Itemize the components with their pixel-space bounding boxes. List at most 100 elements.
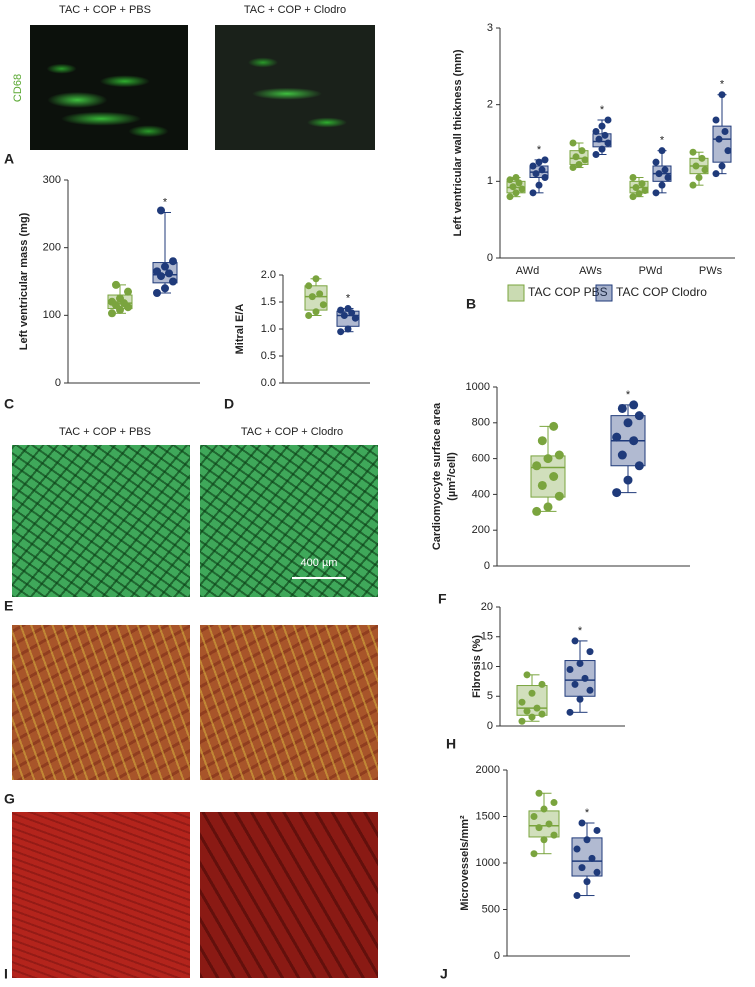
significance-label: * — [720, 79, 725, 91]
y-tick-label: 1 — [487, 175, 493, 187]
data-point — [623, 475, 633, 485]
y-tick-label: 15 — [481, 631, 493, 643]
data-point — [652, 158, 660, 166]
data-point — [351, 314, 359, 322]
data-point — [634, 461, 644, 471]
data-point — [571, 680, 579, 688]
y-tick-label: 300 — [43, 174, 61, 186]
data-point — [695, 174, 703, 181]
data-point — [337, 328, 345, 336]
data-point — [578, 864, 586, 872]
data-point — [541, 174, 549, 181]
data-point — [535, 181, 543, 189]
data-point — [629, 436, 639, 446]
data-point — [604, 139, 612, 147]
y-axis-label: Cardiomyocyte surface area — [431, 402, 443, 550]
panel-letter: F — [438, 591, 447, 607]
data-point — [701, 166, 709, 174]
data-point — [540, 836, 548, 844]
data-point — [169, 257, 177, 266]
data-point — [124, 287, 132, 296]
data-point — [601, 131, 609, 139]
image-title: TAC + COP + Clodro — [244, 4, 346, 16]
panel-letter: A — [4, 151, 14, 167]
y-tick-label: 0.0 — [261, 377, 276, 389]
data-point — [573, 845, 581, 853]
data-point — [664, 174, 672, 181]
data-point — [623, 418, 633, 428]
y-tick-label: 0 — [487, 720, 493, 732]
data-point — [545, 820, 553, 828]
data-point — [569, 164, 577, 172]
image-title: TAC + COP + PBS — [59, 4, 151, 16]
significance-label: * — [578, 625, 583, 637]
data-point — [592, 151, 600, 158]
x-tick-label: PWd — [639, 265, 663, 277]
y-tick-label: 0.5 — [261, 350, 276, 362]
data-point — [541, 156, 549, 164]
data-point — [153, 267, 161, 276]
y-tick-label: 1000 — [466, 381, 490, 393]
data-point — [689, 148, 697, 156]
data-point — [512, 189, 520, 197]
data-point — [692, 162, 700, 170]
data-point — [344, 325, 352, 333]
y-axis-label: Mitral E/A — [234, 304, 246, 355]
data-point — [593, 868, 601, 876]
cd68-clodro-image — [215, 25, 375, 150]
data-point — [583, 878, 591, 886]
y-tick-label: 400 — [472, 488, 490, 500]
data-point — [661, 166, 669, 174]
significance-label: * — [163, 196, 168, 208]
y-tick-label: 500 — [482, 903, 500, 915]
data-point — [535, 789, 543, 797]
data-point — [641, 187, 649, 195]
significance-label: * — [585, 807, 590, 819]
data-point — [337, 306, 345, 314]
significance-label: * — [346, 292, 351, 304]
data-point — [312, 308, 320, 316]
y-tick-label: 20 — [481, 601, 493, 613]
data-point — [595, 135, 603, 143]
data-point — [617, 403, 627, 413]
data-point — [308, 293, 316, 301]
data-point — [583, 836, 591, 844]
data-point — [529, 162, 537, 170]
data-point — [554, 491, 564, 501]
data-point — [698, 154, 706, 162]
x-tick-label: AWd — [516, 265, 539, 277]
y-tick-label: 0 — [487, 252, 493, 264]
data-point — [537, 436, 547, 446]
data-point — [305, 312, 313, 319]
y-axis-label: Microvessels/mm² — [459, 815, 471, 911]
data-point — [533, 704, 541, 712]
significance-label: * — [660, 135, 665, 147]
data-point — [718, 91, 726, 99]
y-tick-label: 0 — [55, 377, 61, 389]
data-point — [612, 432, 622, 442]
data-point — [549, 472, 559, 481]
legend-label: TAC COP Clodro — [616, 285, 707, 299]
scale-label: 400 µm — [301, 557, 338, 569]
data-point — [532, 461, 542, 471]
data-point — [532, 506, 542, 516]
stain-label: CD68 — [12, 74, 24, 102]
data-point — [543, 454, 553, 464]
data-point — [689, 181, 697, 189]
data-point — [161, 262, 169, 271]
y-axis-label: Left ventricular wall thickness (mm) — [452, 49, 464, 236]
data-point — [523, 707, 531, 715]
data-point — [638, 180, 646, 188]
y-tick-label: 600 — [472, 453, 490, 465]
legend-swatch — [507, 284, 525, 302]
y-tick-label: 1500 — [476, 810, 500, 822]
data-point — [530, 850, 538, 858]
cd68-pbs-image — [30, 25, 188, 150]
significance-label: * — [600, 104, 605, 116]
data-point — [153, 289, 161, 298]
data-point — [554, 450, 564, 460]
y-tick-label: 0 — [484, 560, 490, 572]
x-tick-label: AWs — [579, 265, 602, 277]
data-point — [537, 480, 547, 490]
data-point — [712, 170, 720, 178]
